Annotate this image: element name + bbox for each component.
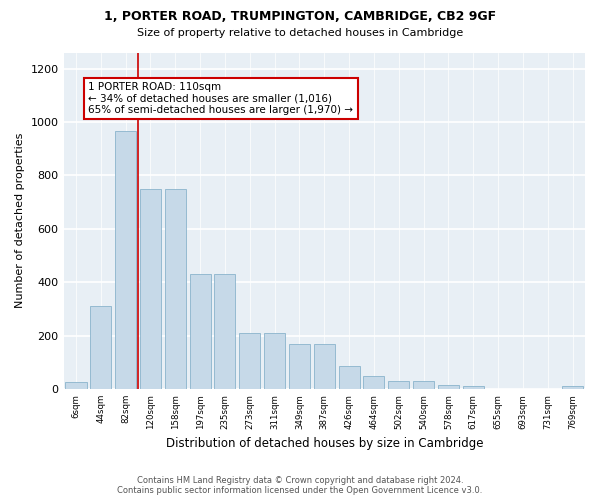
Bar <box>562 386 583 389</box>
Bar <box>115 132 136 389</box>
Bar <box>413 381 434 389</box>
Bar <box>190 274 211 389</box>
Bar <box>364 376 385 389</box>
Bar <box>463 386 484 389</box>
Bar <box>214 274 235 389</box>
X-axis label: Distribution of detached houses by size in Cambridge: Distribution of detached houses by size … <box>166 437 483 450</box>
Bar <box>140 188 161 389</box>
Bar <box>338 366 359 389</box>
Bar <box>65 382 86 389</box>
Text: 1, PORTER ROAD, TRUMPINGTON, CAMBRIDGE, CB2 9GF: 1, PORTER ROAD, TRUMPINGTON, CAMBRIDGE, … <box>104 10 496 23</box>
Y-axis label: Number of detached properties: Number of detached properties <box>15 133 25 308</box>
Text: Size of property relative to detached houses in Cambridge: Size of property relative to detached ho… <box>137 28 463 38</box>
Bar <box>388 381 409 389</box>
Bar <box>239 333 260 389</box>
Bar <box>165 188 186 389</box>
Bar <box>314 344 335 389</box>
Bar <box>289 344 310 389</box>
Text: Contains HM Land Registry data © Crown copyright and database right 2024.
Contai: Contains HM Land Registry data © Crown c… <box>118 476 482 495</box>
Text: 1 PORTER ROAD: 110sqm
← 34% of detached houses are smaller (1,016)
65% of semi-d: 1 PORTER ROAD: 110sqm ← 34% of detached … <box>88 82 353 115</box>
Bar <box>438 385 459 389</box>
Bar <box>264 333 285 389</box>
Bar <box>90 306 112 389</box>
